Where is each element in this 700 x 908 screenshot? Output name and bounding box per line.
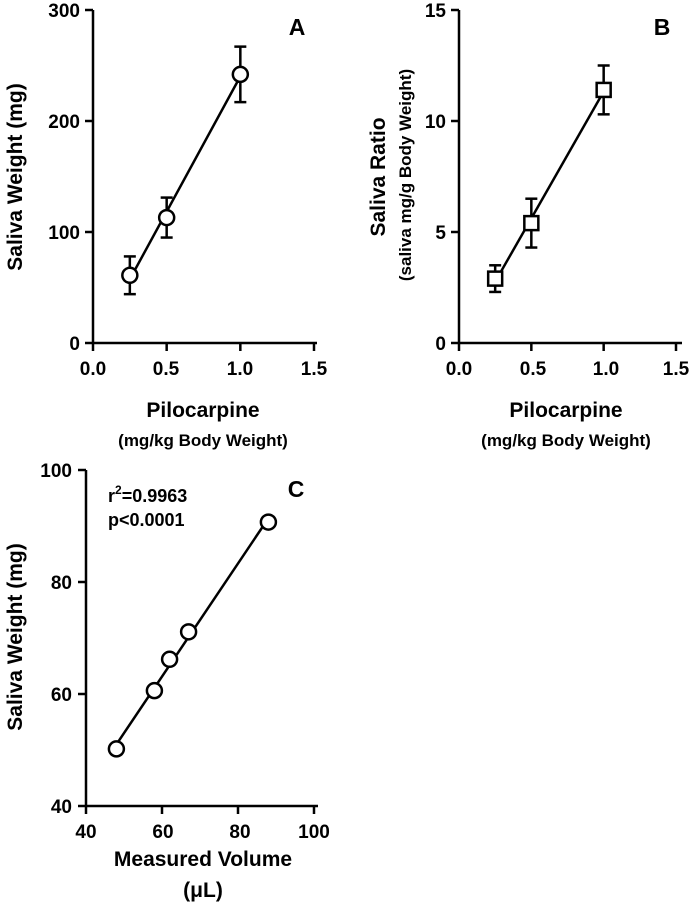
panel-a-ticks [85,8,316,351]
panel-a-ytick-label: 100 [48,223,80,244]
panel-b-xtick-label: 0.5 [520,359,547,380]
panel-b-ytick-label: 0 [435,334,446,355]
panel-c-p-annotation: p<0.0001 [108,510,185,530]
panel-b-data-point [523,214,540,232]
panel-c-ticks [78,468,316,814]
panel-a-data-point [121,266,139,285]
panel-b-xtick-label: 0.0 [446,359,472,380]
panel-a-ytick-label: 0 [69,334,80,355]
panel-b-marks [486,64,612,294]
panel-a-ytick-label: 300 [48,1,80,22]
panel-b-xtick-label: 1.5 [663,359,690,380]
panel-c-xtick-label: 80 [229,822,250,843]
panel-a-data-point [231,65,250,84]
panel-a: 0 100 200 300 0.0 0.5 1.0 1.5 Saliva Wei… [4,1,328,450]
panel-a-fit-line [128,75,242,280]
panel-a-ytick-label: 200 [48,112,80,133]
panel-a-ylabel: Saliva Weight (mg) [4,83,27,270]
panel-a-xtick-label: 0.0 [80,359,106,380]
panel-a-xtick-label: 1.5 [301,359,328,380]
panel-a-marks [121,45,250,296]
panel-c-xlabel-sub: (μL) [183,879,223,902]
panel-a-letter: A [289,14,306,40]
panel-c-xtick-label: 40 [75,822,96,843]
panel-a-xlabel-sub: (mg/kg Body Weight) [118,431,288,450]
panel-a-xtick-label: 1.0 [227,359,253,380]
panel-c-xtick-label: 100 [298,822,330,843]
panel-c-xtick-label: 60 [152,822,173,843]
panel-b-data-point [595,81,612,99]
panel-a-xtick-label: 0.5 [153,359,180,380]
panel-b-ylabel: Saliva Ratio [367,117,390,236]
panel-b-xlabel: Pilocarpine [509,399,622,422]
panel-c-data-point [259,513,278,531]
r2-value: =0.9963 [122,486,188,506]
panel-b-ytick-label: 15 [425,1,447,22]
panel-a-data-point [157,208,176,227]
panel-c-ytick-label: 80 [51,573,72,594]
r2-superscript: 2 [115,483,122,497]
panel-b-letter: B [654,14,671,40]
panel-b-ylabel-sub: (saliva mg/g Body Weight) [396,69,415,281]
panel-c-ytick-label: 100 [40,461,72,482]
panel-b-xtick-label: 1.0 [593,359,619,380]
panel-b: 0 5 10 15 0.0 0.5 1.0 1.5 Saliva Ratio (… [367,1,690,450]
panel-c-data-point [107,740,126,758]
panel-b-xlabel-sub: (mg/kg Body Weight) [481,431,651,450]
panel-c-data-point [145,681,164,700]
r2-base: r [108,486,115,506]
panel-c-letter: C [288,476,305,502]
panel-c-ylabel: Saliva Weight (mg) [4,543,27,730]
panel-a-xlabel: Pilocarpine [146,399,259,422]
panel-c-xlabel: Measured Volume [114,848,292,871]
panel-c-r2-annotation: r2=0.9963 [108,483,187,506]
panel-c-marks [107,513,278,758]
panel-b-ticks [451,8,678,351]
panel-b-data-point [486,270,504,287]
panel-c-data-point [179,623,198,641]
panel-c-ytick-label: 40 [51,797,72,818]
panel-b-fit-line [494,90,605,283]
panel-c-ytick-label: 60 [51,685,72,706]
panel-b-ytick-label: 5 [435,223,446,244]
panel-c-data-point [160,650,179,669]
panel-c: 40 60 80 100 40 60 80 100 Saliva Weight … [4,461,330,902]
panel-b-ytick-label: 10 [425,112,446,133]
